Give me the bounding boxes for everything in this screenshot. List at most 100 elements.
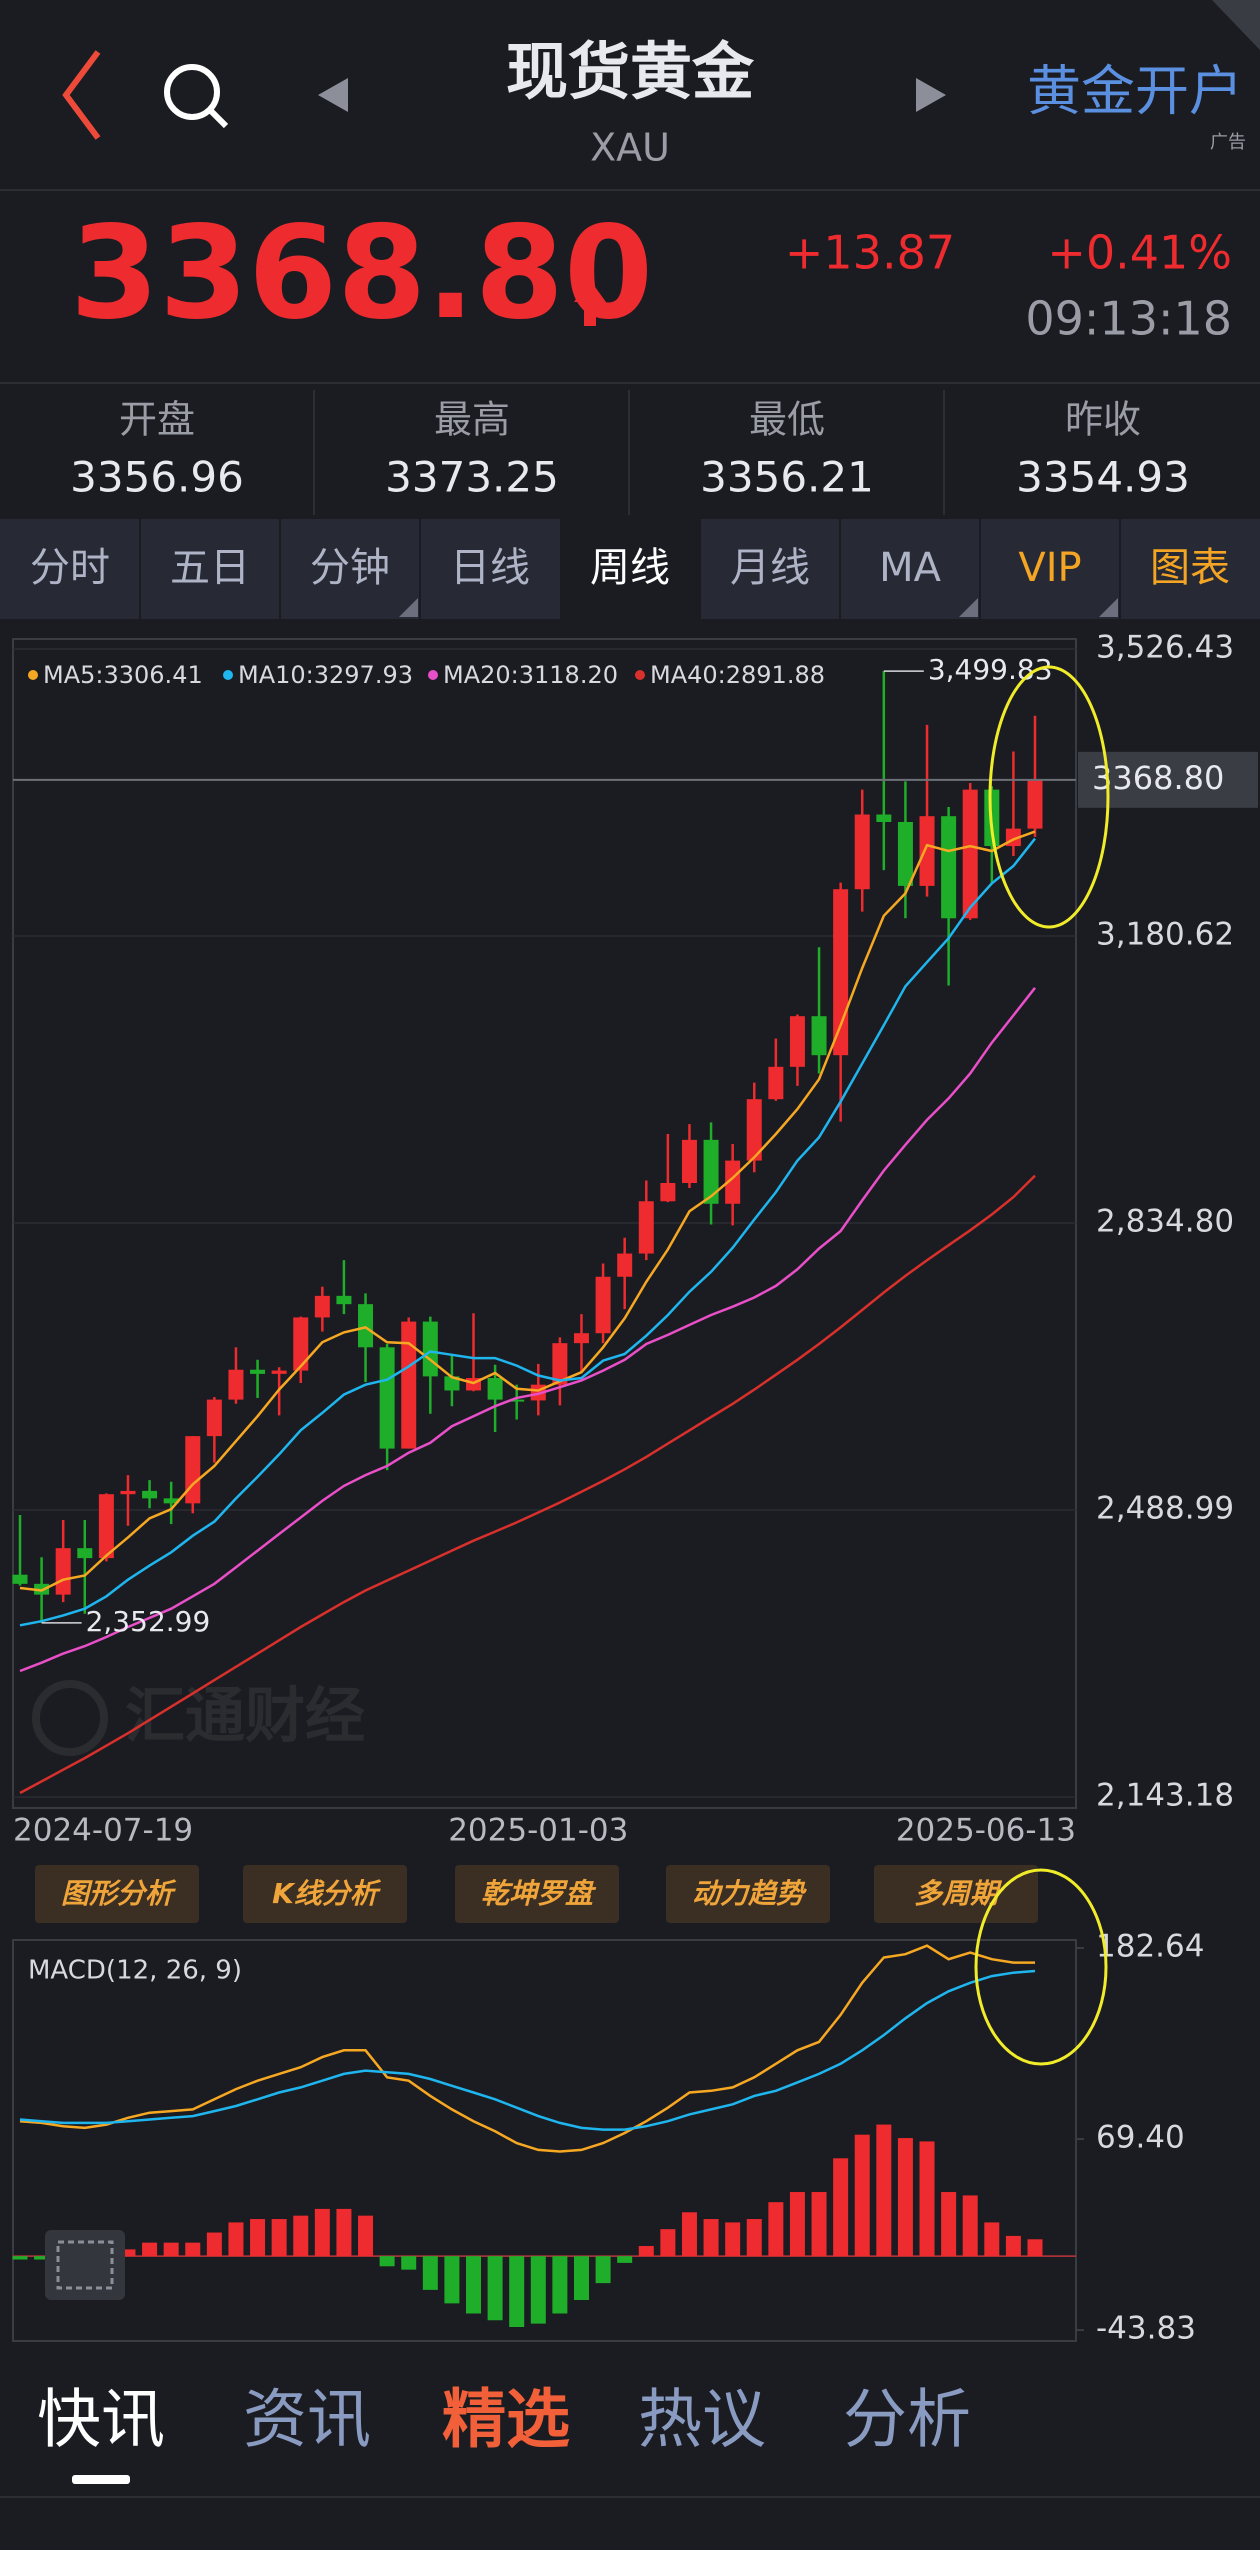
tab[interactable]: VIP (1018, 545, 1081, 591)
macd-bar (811, 2192, 827, 2257)
candle-body (768, 1066, 784, 1100)
close-ad[interactable] (1212, 0, 1260, 50)
highlight-circle (988, 665, 1110, 929)
x-tick-label: 2025-01-03 (448, 1813, 628, 1849)
news-tab[interactable]: 精选 (442, 2384, 570, 2458)
tool-button[interactable]: 乾坤罗盘 (481, 1877, 597, 1910)
tab[interactable]: 日线 (450, 545, 530, 591)
news-tabs: 快讯 资讯 精选 热议 分析 (0, 2384, 1260, 2498)
macd-bar (681, 2212, 697, 2257)
annotation-label: 3,499.83 (928, 653, 1053, 686)
candle-body (681, 1139, 697, 1184)
candle-body (142, 1490, 158, 1499)
candle-body (422, 1321, 438, 1377)
candle-body (163, 1498, 179, 1504)
news-tab[interactable]: 分析 (843, 2384, 971, 2458)
y-tick-label: 2,488.99 (1096, 1490, 1234, 1526)
ma-line (19, 1174, 1036, 1795)
y-tick-label: 3,180.62 (1096, 917, 1234, 953)
candle-body (833, 889, 849, 1056)
macd-bar (876, 2124, 892, 2257)
price: 3368.80 (70, 199, 653, 348)
candle-body (919, 816, 935, 886)
search-button[interactable] (164, 64, 229, 129)
macd-bar (379, 2256, 395, 2267)
macd-bar (854, 2134, 870, 2257)
y-tick-label: 69.40 (1096, 2120, 1185, 2156)
tool-button[interactable]: 多周期 (914, 1877, 1003, 1910)
plot-frame (12, 1939, 1077, 2342)
legend-label: MA40:2891.88 (650, 661, 825, 689)
macd-line (19, 1969, 1036, 2131)
candle-body (250, 1369, 266, 1374)
macd-bar (833, 2158, 849, 2257)
macd-bar (271, 2219, 287, 2257)
account-button[interactable]: 黄金开户 (1027, 60, 1243, 123)
fullscreen-button[interactable] (45, 2230, 125, 2300)
candle-body (660, 1183, 676, 1202)
candle-body (962, 789, 978, 919)
back-button[interactable] (62, 50, 101, 140)
period-tabs: 分时 五日 分钟 日线 周线 月线 MA VIP 图表 (0, 519, 1260, 619)
macd-bar (1005, 2235, 1021, 2257)
tool-button[interactable]: K线分析 (272, 1877, 382, 1910)
tool-button[interactable]: 图形分析 (61, 1877, 177, 1910)
watermark: 汇通财经 (125, 1682, 365, 1752)
up-arrow (574, 280, 606, 326)
y-tick-label: 2,834.80 (1096, 1204, 1234, 1240)
macd-bar (789, 2192, 805, 2257)
tool-button[interactable]: 动力趋势 (692, 1877, 807, 1910)
candle-body (746, 1099, 762, 1161)
tab[interactable]: 月线 (730, 545, 810, 591)
tab[interactable]: 分时 (30, 545, 110, 591)
last-price-label: 3368.80 (1092, 759, 1224, 797)
macd-bar (142, 2242, 158, 2257)
candle-body (271, 1370, 287, 1374)
macd-bar (422, 2256, 438, 2290)
macd-bar (466, 2256, 482, 2314)
candle-body (703, 1139, 719, 1204)
candle-body (358, 1304, 374, 1348)
tab[interactable]: MA (879, 545, 942, 591)
ma-line (19, 837, 1036, 1627)
y-tick-label: 2,143.18 (1096, 1777, 1234, 1813)
prev-button[interactable] (318, 78, 348, 112)
change: +13.87 (785, 226, 955, 280)
annotation-label: 2,352.99 (86, 1605, 211, 1638)
y-tick-label: 182.64 (1096, 1929, 1204, 1965)
candle-body (552, 1343, 568, 1385)
macd-bar (595, 2256, 611, 2284)
tab[interactable]: 五日 (170, 545, 250, 591)
legend-label: MA5:3306.41 (43, 661, 203, 689)
title: 现货黄金 (506, 35, 755, 108)
candle-body (941, 816, 957, 919)
candle-body (638, 1201, 654, 1254)
macd-bar (660, 2229, 676, 2257)
candle-body (789, 1016, 805, 1067)
news-tab[interactable]: 资讯 (243, 2384, 371, 2458)
news-tab-selected[interactable]: 快讯 (37, 2384, 165, 2458)
tab-selected[interactable]: 周线 (590, 545, 670, 591)
candle-body (811, 1016, 827, 1056)
macd-line (19, 1944, 1035, 2153)
candle-body (876, 814, 892, 822)
candle-body (1027, 779, 1043, 829)
stat-value: 3356.21 (700, 453, 874, 502)
candle-body (314, 1295, 330, 1318)
candle-body (98, 1494, 114, 1559)
time: 09:13:18 (1025, 292, 1232, 346)
tab[interactable]: 分钟 (310, 545, 390, 591)
stat-value: 3354.93 (1016, 453, 1190, 502)
watermark-logo (32, 1680, 108, 1756)
tab[interactable]: 图表 (1150, 545, 1230, 591)
news-tab[interactable]: 热议 (638, 2384, 766, 2458)
next-button[interactable] (916, 78, 946, 112)
macd-bar (638, 2246, 654, 2257)
legend-dot (28, 670, 38, 680)
macd-bar (919, 2141, 935, 2257)
change-percent: +0.41% (1047, 226, 1232, 280)
analysis-tools: 图形分析 K线分析 乾坤罗盘 动力趋势 多周期 (35, 1865, 1038, 1923)
candle-body (595, 1276, 611, 1334)
macd-bar (336, 2208, 352, 2257)
